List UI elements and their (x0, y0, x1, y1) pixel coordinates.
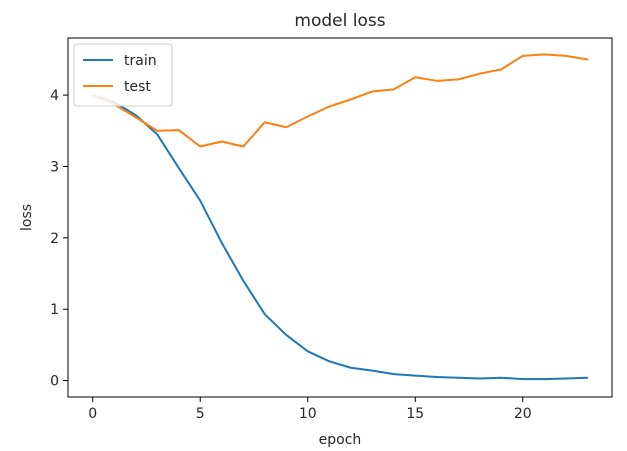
x-axis-ticks: 0 5 10 15 20 (88, 397, 532, 422)
y-axis-label: loss (19, 204, 35, 231)
y-tick-label: 0 (50, 374, 59, 390)
y-tick-label: 4 (50, 88, 59, 104)
legend-label-test: test (124, 79, 151, 95)
legend-label-train: train (124, 53, 157, 69)
y-tick-label: 3 (50, 159, 59, 175)
x-tick-label: 0 (88, 406, 97, 422)
x-axis-label: epoch (319, 432, 362, 448)
y-tick-label: 1 (50, 302, 59, 318)
x-tick-label: 10 (299, 406, 317, 422)
chart-title: model loss (294, 11, 385, 31)
series-line-test (91, 53, 589, 148)
x-tick-label: 20 (514, 406, 532, 422)
legend: train test (73, 43, 173, 107)
y-tick-label: 2 (50, 231, 59, 247)
legend-box (73, 43, 173, 107)
x-tick-label: 5 (196, 406, 205, 422)
series-layer (91, 53, 589, 381)
series-line-train (91, 94, 589, 381)
y-axis-ticks: 0 1 2 3 4 (50, 88, 68, 390)
x-tick-label: 15 (406, 406, 424, 422)
legend-items: train test (83, 53, 157, 95)
